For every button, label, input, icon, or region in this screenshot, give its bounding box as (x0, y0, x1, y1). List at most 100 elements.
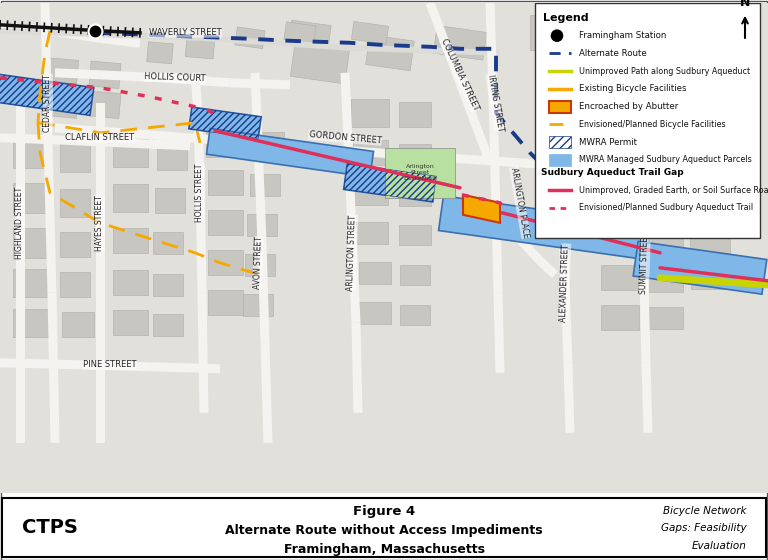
Polygon shape (112, 270, 147, 295)
Polygon shape (530, 15, 590, 50)
Polygon shape (647, 307, 683, 329)
Polygon shape (48, 293, 59, 443)
Polygon shape (62, 312, 94, 337)
Polygon shape (150, 362, 220, 374)
Circle shape (550, 29, 564, 43)
Bar (549, 154, 571, 166)
Text: Unimproved, Graded Earth, or Soil Surface Road: Unimproved, Graded Earth, or Soil Surfac… (579, 185, 768, 194)
Polygon shape (359, 262, 391, 284)
Polygon shape (253, 143, 266, 243)
Polygon shape (617, 64, 663, 92)
Polygon shape (399, 225, 431, 245)
Polygon shape (495, 210, 514, 231)
Text: CTPS: CTPS (22, 519, 78, 537)
Polygon shape (207, 211, 243, 235)
Polygon shape (120, 138, 190, 150)
Polygon shape (155, 188, 185, 213)
Polygon shape (157, 145, 187, 170)
Polygon shape (641, 363, 653, 433)
Polygon shape (112, 184, 147, 212)
Text: PINE STREET: PINE STREET (83, 360, 137, 369)
Polygon shape (439, 196, 651, 260)
Text: MWRA Permit: MWRA Permit (579, 138, 637, 147)
Polygon shape (250, 73, 263, 143)
Polygon shape (471, 121, 495, 165)
Bar (385, 148, 455, 198)
Polygon shape (485, 3, 496, 63)
Polygon shape (538, 105, 582, 130)
Polygon shape (80, 360, 150, 371)
Polygon shape (647, 230, 683, 252)
Text: CEDAR STREET: CEDAR STREET (44, 74, 52, 132)
Polygon shape (492, 213, 502, 293)
Text: PHIPPS STREET: PHIPPS STREET (716, 89, 724, 147)
Polygon shape (185, 36, 215, 59)
Polygon shape (12, 138, 48, 168)
Polygon shape (399, 144, 431, 166)
Bar (549, 136, 571, 148)
Polygon shape (147, 42, 174, 64)
Polygon shape (343, 164, 436, 202)
Polygon shape (250, 174, 280, 196)
Polygon shape (55, 123, 151, 139)
Polygon shape (41, 3, 52, 143)
Polygon shape (359, 302, 391, 324)
Polygon shape (716, 43, 724, 113)
Polygon shape (352, 21, 389, 44)
Text: Framingham, Massachusetts: Framingham, Massachusetts (283, 543, 485, 556)
Polygon shape (153, 232, 183, 254)
Polygon shape (647, 270, 683, 292)
Polygon shape (207, 170, 243, 195)
Polygon shape (600, 148, 640, 178)
Polygon shape (260, 343, 273, 443)
Polygon shape (0, 23, 55, 36)
Text: Bicycle Network: Bicycle Network (663, 506, 746, 516)
Polygon shape (537, 258, 558, 278)
Text: Envisioned/Planned Sudbury Aqueduct Trail: Envisioned/Planned Sudbury Aqueduct Trai… (579, 203, 753, 212)
Polygon shape (633, 241, 766, 294)
Polygon shape (290, 41, 349, 84)
Polygon shape (89, 91, 121, 119)
Polygon shape (653, 187, 687, 209)
Text: Encroached by Abutter: Encroached by Abutter (579, 102, 678, 111)
Polygon shape (507, 225, 528, 248)
Polygon shape (695, 185, 735, 211)
Polygon shape (463, 195, 500, 223)
Polygon shape (250, 138, 350, 155)
Polygon shape (680, 71, 720, 95)
Polygon shape (347, 232, 360, 323)
Text: Envisioned/Planned Bicycle Facilities: Envisioned/Planned Bicycle Facilities (579, 120, 726, 129)
Polygon shape (340, 73, 353, 143)
Polygon shape (441, 41, 464, 85)
Polygon shape (637, 208, 648, 283)
Polygon shape (112, 228, 147, 253)
Polygon shape (284, 22, 316, 44)
Polygon shape (153, 314, 183, 336)
Polygon shape (353, 141, 388, 165)
Polygon shape (196, 183, 207, 293)
Polygon shape (245, 254, 275, 276)
Polygon shape (190, 72, 203, 113)
Polygon shape (200, 35, 350, 51)
Text: Alternate Route without Access Impediments: Alternate Route without Access Impedimen… (225, 524, 543, 537)
Text: COLUMBIA STREET: COLUMBIA STREET (439, 38, 481, 112)
Polygon shape (99, 33, 141, 48)
Polygon shape (600, 185, 640, 211)
Text: Existing Bicycle Facilities: Existing Bicycle Facilities (579, 85, 687, 94)
Text: Legend: Legend (543, 13, 588, 23)
Polygon shape (653, 145, 687, 170)
Text: SUMMIT STREET: SUMMIT STREET (640, 232, 650, 294)
Polygon shape (55, 68, 100, 80)
Text: Sudbury Aqueduct Trail Gap: Sudbury Aqueduct Trail Gap (541, 168, 684, 177)
Polygon shape (160, 73, 230, 87)
Polygon shape (60, 272, 90, 297)
Text: IRVING STREET: IRVING STREET (485, 74, 505, 132)
Polygon shape (352, 323, 362, 413)
Polygon shape (455, 81, 479, 124)
Text: Alternate Route: Alternate Route (579, 49, 647, 58)
Polygon shape (55, 26, 101, 43)
Polygon shape (60, 232, 90, 257)
Polygon shape (399, 184, 431, 206)
Polygon shape (601, 265, 639, 290)
Polygon shape (601, 225, 639, 250)
